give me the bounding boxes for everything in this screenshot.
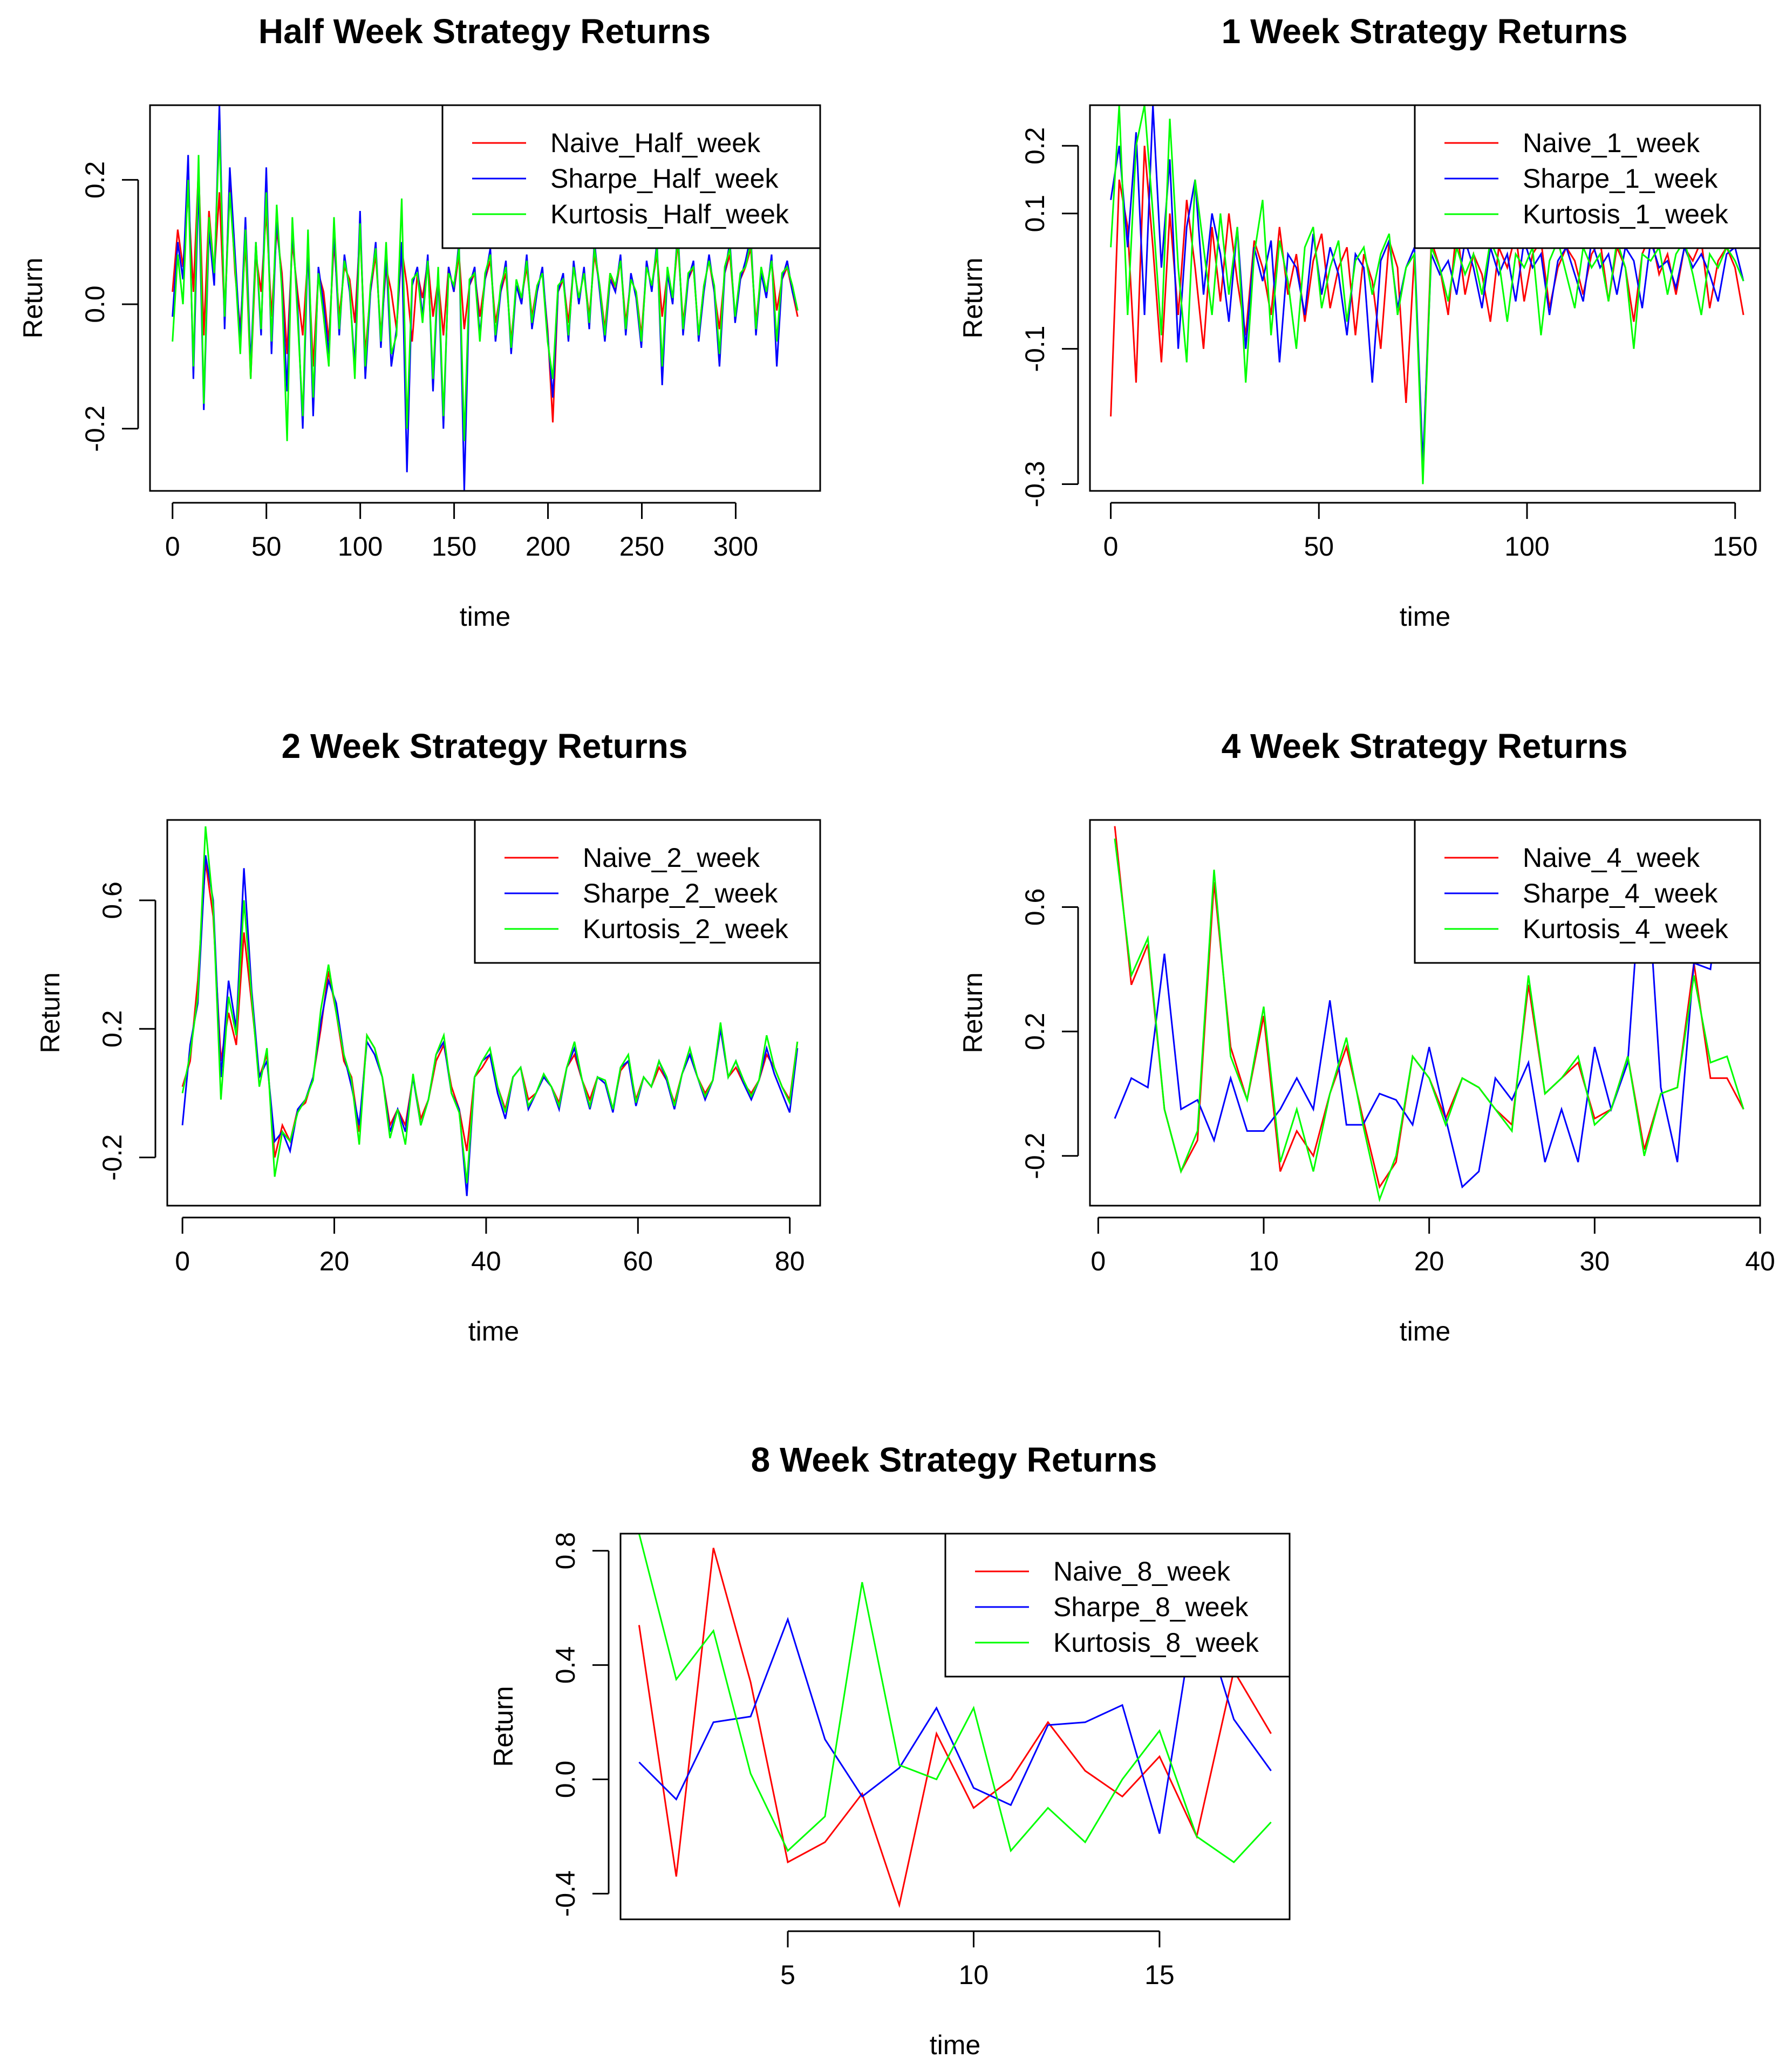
series-line-naive: [638, 1548, 1272, 1909]
legend: Naive_Half_week Sharpe_Half_week Kurtosis_…: [441, 104, 821, 249]
x-tick-label: 100: [338, 531, 383, 562]
x-axis-label: time: [930, 2030, 980, 2060]
x-tick-label: 150: [432, 531, 476, 562]
y-tick-label: -0.2: [97, 1134, 127, 1181]
series-line-kurtosis: [181, 826, 799, 1184]
series-line-sharpe: [638, 1599, 1272, 1834]
y-tick-label: 0.2: [1020, 127, 1050, 165]
x-tick-label: 0: [175, 1246, 190, 1276]
y-tick-label: -0.2: [80, 406, 110, 452]
chart-title: 2 Week Strategy Returns: [282, 727, 688, 765]
x-tick-label: 10: [1249, 1246, 1279, 1276]
y-tick-label: 0.6: [97, 881, 127, 919]
legend-box: [944, 1533, 1291, 1678]
x-axis-label: time: [468, 1316, 519, 1346]
x-tick-label: 20: [319, 1246, 350, 1276]
x-tick-label: 50: [1304, 531, 1334, 562]
x-tick-label: 10: [959, 1960, 989, 1990]
legend: Naive_1_week Sharpe_1_week Kurtosis_1_week: [1414, 104, 1761, 249]
legend-label-sharpe: Sharpe_8_week: [1053, 1592, 1249, 1622]
y-axis-label: Return: [488, 1686, 519, 1767]
x-axis-label: time: [460, 601, 510, 632]
legend-box: [1414, 104, 1761, 249]
x-tick-label: 0: [1103, 531, 1119, 562]
x-tick-label: 150: [1713, 531, 1757, 562]
y-tick-label: 0.1: [1020, 195, 1050, 232]
x-tick-label: 300: [713, 531, 758, 562]
x-tick-label: 50: [251, 531, 282, 562]
x-tick-label: 80: [775, 1246, 805, 1276]
legend-label-kurtosis: Kurtosis_8_week: [1053, 1627, 1259, 1658]
legend-label-naive: Naive_2_week: [583, 843, 760, 873]
x-tick-label: 60: [623, 1246, 653, 1276]
y-tick-label: 0.2: [97, 1010, 127, 1048]
legend: Naive_8_week Sharpe_8_week Kurtosis_8_week: [944, 1533, 1291, 1678]
y-axis-label: Return: [958, 972, 988, 1053]
series-line-kurtosis: [638, 1534, 1272, 1864]
chart-title: Half Week Strategy Returns: [258, 12, 711, 51]
series-line-kurtosis: [172, 130, 799, 441]
legend-label-naive: Naive_1_week: [1523, 128, 1700, 158]
legend-label-naive: Naive_Half_week: [550, 128, 761, 158]
legend-label-naive: Naive_8_week: [1053, 1556, 1231, 1587]
y-tick-label: 0.0: [550, 1761, 581, 1799]
legend: Naive_4_week Sharpe_4_week Kurtosis_4_week: [1414, 819, 1761, 964]
y-tick-label: -0.4: [550, 1870, 581, 1917]
x-tick-label: 40: [471, 1246, 501, 1276]
x-tick-label: 15: [1144, 1960, 1175, 1990]
x-tick-label: 100: [1504, 531, 1549, 562]
panel-4: 4 Week Strategy Returns 0 10 20 30 40 -0.2 0.2 0…: [958, 727, 1775, 1346]
legend-label-naive: Naive_4_week: [1523, 843, 1700, 873]
y-tick-label: -0.1: [1020, 325, 1050, 372]
x-tick-label: 20: [1414, 1246, 1444, 1276]
legend-label-kurtosis: Kurtosis_2_week: [583, 914, 789, 944]
y-axis-label: Return: [18, 257, 48, 338]
y-tick-label: 0.4: [550, 1646, 581, 1684]
chart-title: 4 Week Strategy Returns: [1222, 727, 1628, 765]
legend-box: [1414, 819, 1761, 964]
legend-label-sharpe: Sharpe_1_week: [1523, 163, 1718, 194]
x-tick-label: 0: [165, 531, 180, 562]
y-tick-label: -0.2: [1020, 1133, 1050, 1179]
y-tick-label: 0.0: [80, 285, 110, 323]
y-tick-label: 0.2: [80, 161, 110, 199]
legend-box: [474, 819, 821, 964]
y-tick-label: -0.3: [1020, 461, 1050, 507]
legend-box: [441, 104, 821, 249]
y-axis-label: Return: [958, 257, 988, 338]
y-axis-label: Return: [35, 972, 65, 1053]
x-tick-label: 40: [1745, 1246, 1775, 1276]
legend-label-sharpe: Sharpe_Half_week: [550, 163, 779, 194]
y-tick-label: 0.8: [550, 1532, 581, 1570]
x-tick-label: 0: [1090, 1246, 1106, 1276]
series-line-kurtosis: [1110, 105, 1744, 484]
x-tick-label: 200: [526, 531, 570, 562]
panel-3: 2 Week Strategy Returns 0 20 40 60 80 -0.2 0.2 0…: [35, 727, 821, 1346]
panel-1: Half Week Strategy Returns 0 50 100 150 200 25…: [18, 12, 821, 632]
legend: Naive_2_week Sharpe_2_week Kurtosis_2_week: [474, 819, 821, 964]
legend-label-kurtosis: Kurtosis_Half_week: [550, 199, 789, 229]
panel-5: 8 Week Strategy Returns 5 10 15 -0.4 0.0 0.4 0.…: [488, 1440, 1291, 2060]
x-tick-label: 250: [619, 531, 664, 562]
legend-label-sharpe: Sharpe_4_week: [1523, 878, 1718, 908]
legend-label-sharpe: Sharpe_2_week: [583, 878, 778, 908]
panel-2: 1 Week Strategy Returns 0 50 100 150 -0.3 -0.1…: [958, 12, 1761, 632]
chart-title: 1 Week Strategy Returns: [1222, 12, 1628, 51]
series-line-kurtosis: [1114, 838, 1744, 1202]
chart-title: 8 Week Strategy Returns: [751, 1440, 1157, 1479]
y-tick-label: 0.2: [1020, 1013, 1050, 1050]
x-tick-label: 30: [1580, 1246, 1610, 1276]
x-axis-label: time: [1400, 601, 1450, 632]
x-tick-label: 5: [780, 1960, 795, 1990]
legend-label-kurtosis: Kurtosis_4_week: [1523, 914, 1729, 944]
legend-label-kurtosis: Kurtosis_1_week: [1523, 199, 1729, 229]
x-axis-label: time: [1400, 1316, 1450, 1346]
y-tick-label: 0.6: [1020, 888, 1050, 926]
